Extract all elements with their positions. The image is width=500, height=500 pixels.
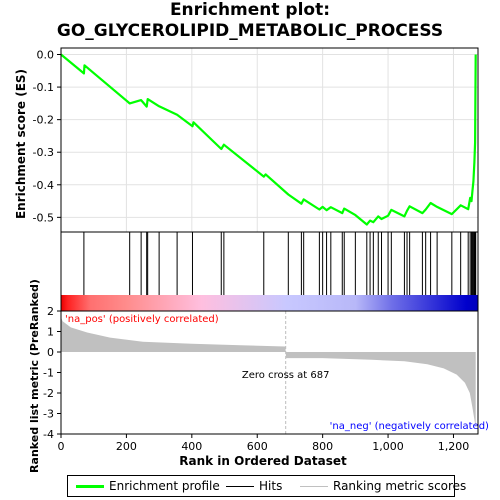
- legend-swatch-metric: [300, 485, 328, 487]
- legend-item-enrichment-profile: Enrichment profile: [76, 479, 220, 493]
- es-gridlines: [60, 48, 478, 232]
- rank-heatmap-rect: [61, 295, 478, 311]
- legend-label-metric: Ranking metric scores: [333, 479, 467, 493]
- positive-correlation-label: 'na_pos' (positively correlated): [65, 314, 219, 325]
- es-y-tick-label: -0.2: [33, 114, 54, 127]
- legend-item-ranking-metric: Ranking metric scores: [300, 479, 466, 493]
- legend-swatch-hits: [226, 485, 254, 487]
- x-tick-label: 800: [312, 440, 333, 453]
- es-y-tick-label: -0.1: [33, 81, 54, 94]
- rank-heatmap-bar: [61, 295, 478, 311]
- es-y-tick-label: -0.4: [33, 179, 54, 192]
- es-y-tick-label: -0.3: [33, 146, 54, 159]
- negative-correlation-label: 'na_neg' (negatively correlated): [330, 421, 489, 432]
- legend-item-hits: Hits: [226, 479, 282, 493]
- x-tick-label: 0: [58, 440, 65, 453]
- es-y-tick-label: -0.5: [33, 211, 54, 224]
- legend: Enrichment profile Hits Ranking metric s…: [67, 475, 466, 497]
- metric-y-tick-label: -4: [43, 428, 54, 441]
- x-tick-label: 1,000: [372, 440, 404, 453]
- title-line-1: Enrichment plot:: [169, 0, 331, 20]
- legend-swatch-es: [76, 484, 104, 488]
- metric-y-tick-label: 1: [47, 326, 54, 339]
- zero-cross-label: Zero cross at 687: [242, 370, 330, 381]
- panel-frames: [60, 47, 479, 435]
- title-line-2: GO_GLYCEROLIPID_METABOLIC_PROCESS: [56, 21, 444, 41]
- legend-label-es: Enrichment profile: [109, 479, 220, 493]
- metric-y-tick-label: -2: [43, 387, 54, 400]
- metric-panel-frame: [60, 310, 479, 435]
- es-y-tick-label: 0.0: [37, 49, 55, 62]
- metric-y-tick-label: 2: [47, 305, 54, 318]
- es-y-axis-label: Enrichment score (ES): [14, 69, 28, 219]
- metric-y-tick-label: 0: [47, 346, 54, 359]
- metric-y-tick-label: -3: [43, 408, 54, 421]
- x-axis-label: Rank in Ordered Dataset: [179, 454, 347, 468]
- metric-y-tick-label: -1: [43, 367, 54, 380]
- chart-title: Enrichment plot: GO_GLYCEROLIPID_METABOL…: [0, 0, 500, 42]
- metric-y-axis-label: Ranked list metric (PreRanked): [28, 279, 41, 473]
- enrichment-profile-line: [60, 53, 477, 226]
- hits-panel: [83, 232, 477, 295]
- es-y-axis: 0.0 -0.1 -0.2 -0.3 -0.4 -0.5: [33, 49, 61, 224]
- x-tick-label: 400: [181, 440, 202, 453]
- x-tick-label: 1,200: [438, 440, 470, 453]
- metric-panel: 2 1 0 -1 -2 -3 -4 0 200 400 600 800 1,000 1,200 Zero c…: [43, 305, 489, 453]
- es-series-group: [60, 53, 477, 226]
- es-panel-frame: [60, 47, 479, 233]
- plot-canvas: 0.0 -0.1 -0.2 -0.3 -0.4 -0.5 2 1 0 -1 -2 -3 -4 0 200 4…: [14, 47, 489, 473]
- ranking-metric-area: [61, 317, 476, 428]
- x-tick-label: 600: [247, 440, 268, 453]
- x-tick-label: 200: [116, 440, 137, 453]
- legend-label-hits: Hits: [259, 479, 283, 493]
